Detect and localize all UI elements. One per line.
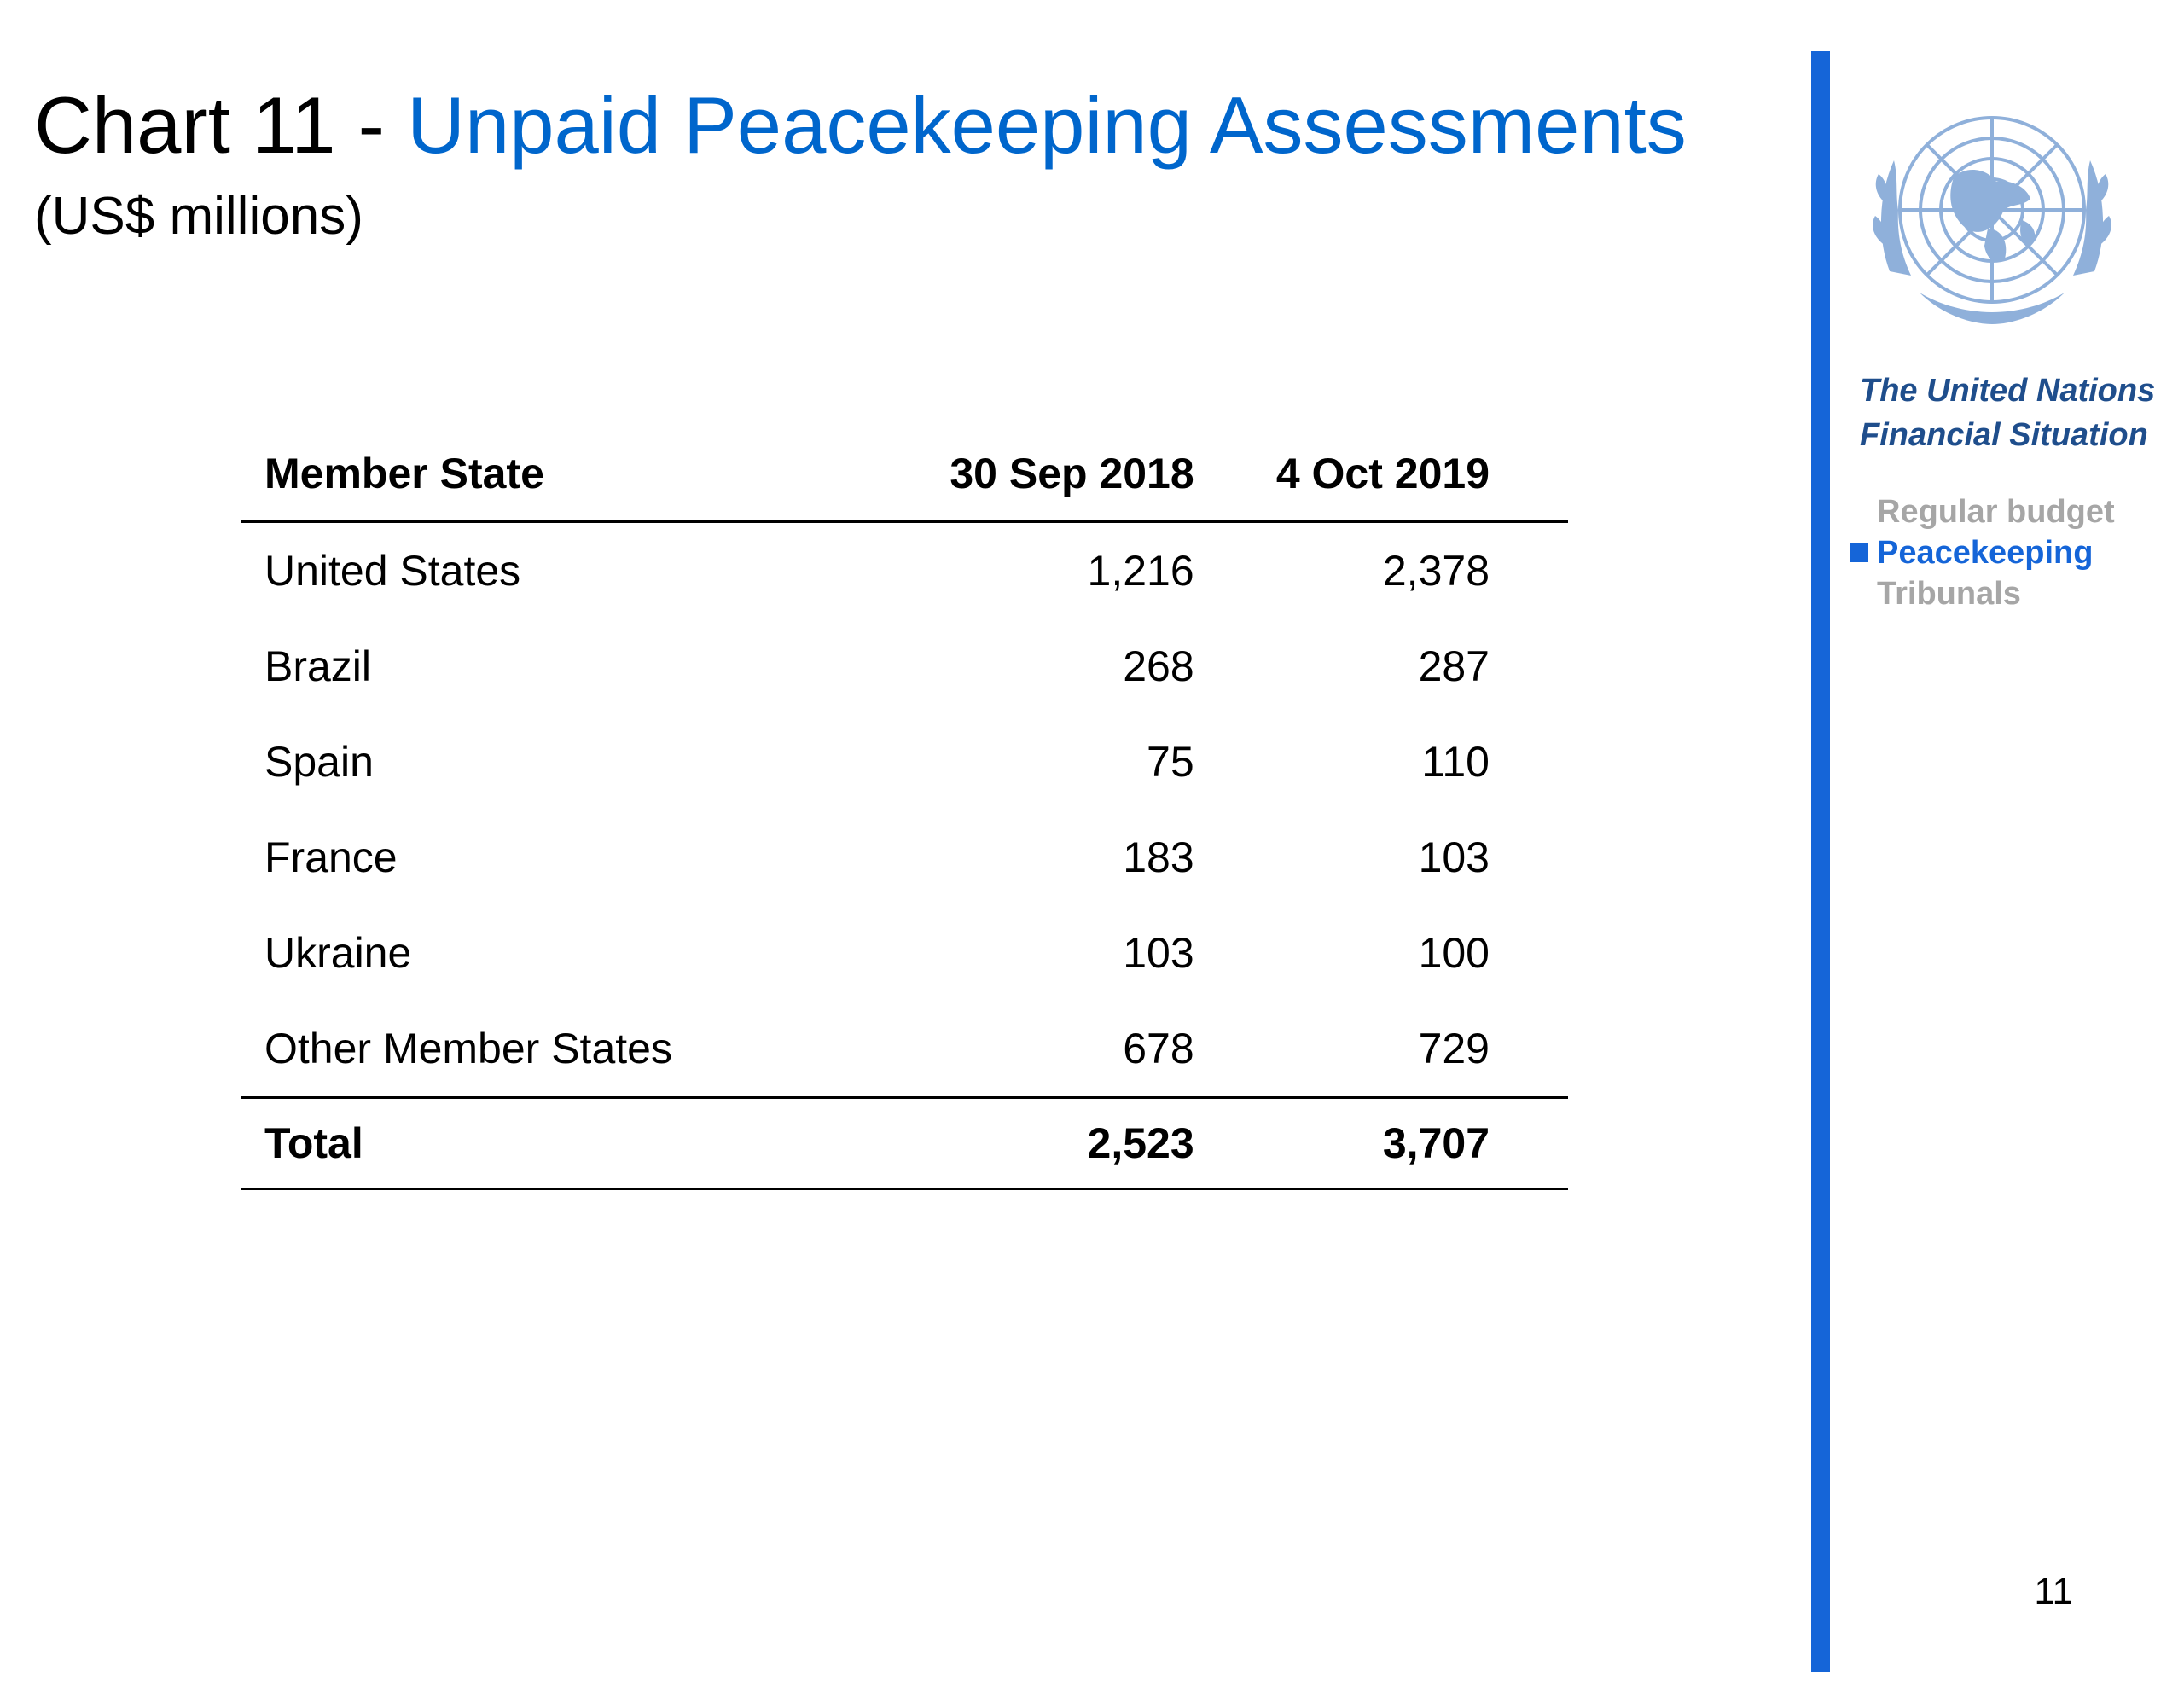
sidebar-item-label: Peacekeeping [1877,535,2094,571]
member-state-cell: Ukraine [264,929,412,977]
value-2018-cell: 75 [1147,738,1194,786]
table-total-row: Total 2,523 3,707 [241,1096,1568,1190]
header-date-2019: 4 Oct 2019 [1194,427,1568,523]
table-row: Brazil 268 287 [241,619,1568,714]
value-2018-cell: 678 [1123,1025,1194,1072]
sidebar-heading: The United Nations Financial Situation [1860,369,2155,457]
value-2019-cell: 103 [1418,834,1490,881]
assessments-table: Member State 30 Sep 2018 4 Oct 2019 Unit… [241,427,1568,1190]
member-state-cell: Spain [264,738,374,786]
value-2018-cell: 268 [1123,642,1194,690]
sidebar-nav: Regular budget Peacekeeping Tribunals [1850,491,2115,614]
nav-marker-icon [1850,543,1868,562]
page-title: Chart 11 - Unpaid Peacekeeping Assessmen… [34,78,1687,172]
nav-marker-icon [1850,502,1868,521]
sidebar-item-peacekeeping[interactable]: Peacekeeping [1850,532,2115,573]
sidebar-heading-line1: The United Nations [1860,373,2156,409]
value-2018-cell: 1,216 [1087,547,1194,595]
sidebar-item-tribunals[interactable]: Tribunals [1850,573,2115,614]
value-2018-cell: 183 [1123,834,1194,881]
value-2019-cell: 729 [1418,1025,1490,1072]
value-2019-cell: 287 [1418,642,1490,690]
member-state-cell: France [264,834,398,881]
header-member-state: Member State [241,427,808,523]
table-header-row: Member State 30 Sep 2018 4 Oct 2019 [241,427,1568,523]
header-date-2018: 30 Sep 2018 [807,427,1194,523]
sidebar-item-label: Tribunals [1877,576,2021,612]
member-state-cell: Brazil [264,642,372,690]
table-row: Ukraine 103 100 [241,905,1568,1001]
table-row: France 183 103 [241,810,1568,905]
total-2018-cell: 2,523 [807,1096,1194,1190]
member-state-cell: United States [264,547,521,595]
value-2019-cell: 100 [1418,929,1490,977]
total-2019-cell: 3,707 [1194,1096,1568,1190]
sidebar-heading-line2: Financial Situation [1860,417,2148,453]
un-emblem-icon [1873,116,2111,324]
nav-marker-icon [1850,584,1868,603]
member-state-cell: Other Member States [264,1025,672,1072]
sidebar-item-label: Regular budget [1877,494,2115,530]
value-2019-cell: 110 [1421,738,1490,786]
vertical-accent-bar [1811,51,1830,1672]
total-label-cell: Total [241,1096,808,1190]
title-prefix: Chart 11 - [34,80,408,170]
table-row: United States 1,216 2,378 [241,522,1568,619]
value-2019-cell: 2,378 [1382,547,1490,595]
value-2018-cell: 103 [1123,929,1194,977]
table-row: Spain 75 110 [241,714,1568,810]
page-subtitle: (US$ millions) [34,187,363,246]
title-main: Unpaid Peacekeeping Assessments [407,80,1687,170]
page-number: 11 [2034,1571,2073,1612]
table-row: Other Member States 678 729 [241,1001,1568,1098]
sidebar-item-regular-budget[interactable]: Regular budget [1850,491,2115,532]
